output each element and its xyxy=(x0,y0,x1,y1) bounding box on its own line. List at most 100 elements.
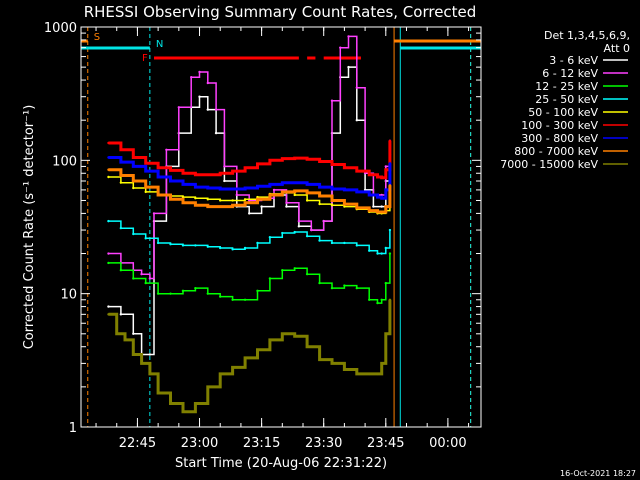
data-point xyxy=(355,86,359,89)
data-point xyxy=(347,65,350,69)
data-point xyxy=(293,156,296,160)
data-point xyxy=(318,194,321,198)
data-point xyxy=(144,190,147,194)
x-tick-label: 23:00 xyxy=(181,436,218,451)
data-point xyxy=(305,345,309,348)
data-point xyxy=(368,193,371,197)
data-point xyxy=(343,188,346,192)
data-point xyxy=(322,219,325,223)
data-point xyxy=(169,179,172,183)
data-point xyxy=(107,219,110,223)
data-point xyxy=(293,230,296,234)
data-point xyxy=(169,292,172,295)
data-point xyxy=(198,70,201,74)
data-point xyxy=(206,245,210,248)
data-point xyxy=(305,234,309,238)
data-point xyxy=(231,366,234,369)
data-point xyxy=(330,199,334,202)
data-point xyxy=(219,187,222,191)
data-point xyxy=(107,305,110,308)
data-point xyxy=(310,228,313,232)
data-point xyxy=(144,185,147,189)
data-point xyxy=(268,183,272,186)
data-point xyxy=(318,160,321,163)
data-point xyxy=(107,168,110,171)
data-point xyxy=(305,199,309,202)
x-tick-label: 23:15 xyxy=(243,436,280,451)
data-point xyxy=(384,332,387,336)
data-point xyxy=(119,148,123,151)
data-point xyxy=(380,252,383,255)
data-point xyxy=(119,181,123,184)
data-point xyxy=(339,46,342,49)
legend-label: 7000 - 15000 keV xyxy=(500,158,598,171)
data-point xyxy=(330,362,334,365)
data-point xyxy=(388,162,392,165)
data-point xyxy=(123,338,127,342)
legend-label: 50 - 100 keV xyxy=(528,106,598,119)
x-axis-label: Start Time (20-Aug-06 22:31:22) xyxy=(175,456,387,471)
data-point xyxy=(330,99,334,102)
data-point xyxy=(297,219,301,223)
data-point xyxy=(368,298,371,301)
data-point xyxy=(156,166,160,169)
data-point xyxy=(305,191,309,195)
data-point xyxy=(206,81,210,85)
data-point xyxy=(181,201,185,205)
data-point xyxy=(243,198,247,201)
legend-header-line: Att 0 xyxy=(604,42,630,55)
data-point xyxy=(384,168,387,171)
data-point xyxy=(132,165,135,168)
data-point xyxy=(214,108,218,111)
data-point xyxy=(384,205,387,208)
data-point xyxy=(355,244,359,247)
data-point xyxy=(115,332,118,336)
data-point xyxy=(235,193,238,197)
data-point xyxy=(144,237,147,240)
data-point xyxy=(231,169,234,173)
data-point xyxy=(194,402,197,405)
data-point xyxy=(156,391,160,395)
data-point xyxy=(144,169,147,173)
data-point xyxy=(119,313,123,316)
data-point xyxy=(107,175,110,179)
data-point xyxy=(384,246,387,250)
data-point xyxy=(243,356,247,360)
data-point xyxy=(293,189,296,193)
data-point xyxy=(380,193,383,197)
data-point xyxy=(380,210,383,214)
data-point xyxy=(119,268,123,272)
data-point xyxy=(169,242,172,246)
data-point xyxy=(140,272,143,276)
y-axis-label: Corrected Count Rate (s⁻¹ detector⁻¹) xyxy=(22,105,37,350)
data-point xyxy=(194,244,197,247)
data-point xyxy=(256,348,259,351)
data-point xyxy=(243,166,247,169)
data-point xyxy=(380,298,383,301)
data-point xyxy=(343,205,346,208)
data-point xyxy=(132,353,135,356)
data-point xyxy=(243,186,247,190)
data-point xyxy=(281,157,284,160)
data-point xyxy=(219,199,222,202)
data-point xyxy=(355,286,359,290)
data-point xyxy=(388,228,392,232)
data-point xyxy=(330,241,334,245)
data-point xyxy=(355,372,359,376)
flag-label-n: N xyxy=(156,39,163,50)
flag-label-f: F xyxy=(142,53,148,64)
legend-label: 25 - 50 keV xyxy=(535,93,598,106)
data-point xyxy=(372,205,375,208)
data-point xyxy=(107,141,110,145)
data-point xyxy=(363,172,367,175)
data-point xyxy=(206,385,210,389)
data-point xyxy=(148,372,152,376)
y-tick-label: 1 xyxy=(69,421,77,436)
data-point xyxy=(206,173,210,176)
data-point xyxy=(169,198,172,201)
series-line-1 xyxy=(108,35,391,280)
data-point xyxy=(376,372,379,376)
legend-label: 300 - 800 keV xyxy=(521,132,598,145)
data-point xyxy=(132,156,135,159)
